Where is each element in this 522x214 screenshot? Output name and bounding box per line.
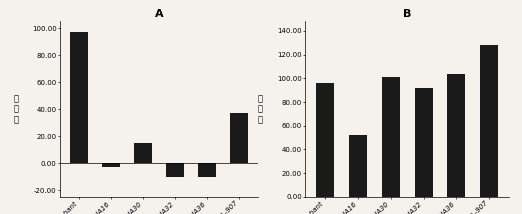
Bar (382, 77, 400, 197)
Bar (230, 113, 248, 163)
Bar (414, 88, 433, 197)
Title: B: B (403, 9, 411, 19)
Bar (70, 32, 88, 163)
Bar (102, 163, 120, 167)
Text: 抑
制
率: 抑 制 率 (14, 94, 19, 124)
Text: 抑
制
率: 抑 制 率 (258, 94, 263, 124)
Title: A: A (155, 9, 163, 19)
Bar (316, 83, 334, 197)
Bar (349, 135, 367, 197)
Bar (480, 45, 499, 197)
Bar (134, 143, 152, 163)
Bar (167, 163, 184, 177)
Bar (198, 163, 216, 177)
Bar (447, 74, 466, 197)
